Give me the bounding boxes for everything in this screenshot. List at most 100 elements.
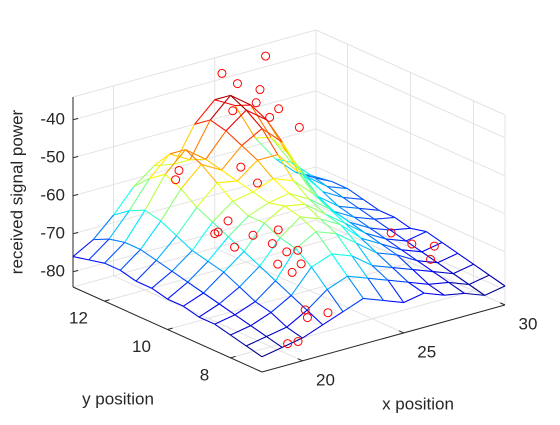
mesh-edge (135, 259, 157, 282)
mesh-edge (313, 193, 330, 210)
mesh-edge (187, 260, 209, 283)
measurement-point (302, 313, 312, 323)
mesh-edge (297, 171, 315, 195)
mesh-edge (128, 178, 150, 212)
mesh-edge (164, 149, 186, 175)
mesh-edge (160, 220, 177, 237)
mesh-edge (124, 241, 141, 250)
z-tick (72, 117, 79, 121)
mesh-edge (412, 269, 434, 273)
mesh-edge (104, 241, 126, 264)
mesh-edge (356, 242, 377, 254)
measurement-point (429, 241, 439, 251)
mesh-edge (254, 137, 276, 160)
mesh-edge (381, 243, 402, 251)
mesh-edge (270, 137, 292, 163)
mesh-edge (140, 249, 157, 261)
mesh-edge (263, 222, 281, 239)
mesh-edge (401, 249, 422, 253)
mesh-edge (268, 202, 285, 207)
mesh-edge (250, 104, 267, 121)
mesh-edge (129, 209, 146, 212)
mesh-edge (205, 158, 222, 171)
mesh-edge (201, 163, 222, 171)
mesh-edge (360, 237, 382, 245)
mesh-edge (322, 191, 339, 207)
mesh-edge (250, 325, 267, 337)
mesh-edge (369, 227, 387, 240)
mesh-edge (189, 158, 206, 161)
wall-edge (72, 29, 317, 98)
mesh-edge (113, 210, 130, 216)
measurement-point (426, 254, 436, 264)
mesh-edge (329, 208, 346, 224)
mesh-edge (273, 178, 294, 182)
mesh-edge (250, 312, 272, 327)
x-axis (261, 304, 506, 373)
mesh-edge (246, 336, 267, 347)
measurement-point (273, 259, 283, 269)
mesh-edge (367, 277, 384, 301)
mesh-edge (212, 221, 229, 238)
mesh-edge (203, 292, 220, 305)
mesh-edge (252, 178, 274, 193)
mesh-edge (351, 255, 373, 267)
mesh-edge (263, 205, 285, 224)
mesh-edge (133, 178, 150, 188)
mesh-edge (293, 180, 315, 195)
mesh-edge (241, 145, 258, 161)
mesh-edge (275, 158, 297, 173)
mesh-edge (185, 149, 202, 165)
mesh-edge (277, 154, 294, 182)
mesh-edge (279, 216, 301, 239)
mesh-edge (338, 205, 355, 218)
x-tick-label: 30 (519, 314, 538, 333)
x-axis-label: x position (382, 394, 454, 413)
mesh-edge (198, 303, 220, 318)
mesh-edge (88, 238, 110, 261)
mesh-edge (441, 242, 459, 254)
grid-line (315, 128, 506, 215)
mesh-edge (311, 266, 328, 290)
measurement-point (293, 245, 303, 255)
mesh-edge (336, 233, 357, 244)
mesh-edge (191, 221, 213, 251)
mesh-edge (160, 188, 182, 222)
mesh-edge (230, 334, 247, 347)
mesh-edge (212, 200, 234, 223)
mesh-edge (340, 224, 357, 244)
measurement-point (232, 79, 242, 89)
mesh-edge (230, 94, 251, 106)
mesh-edge (261, 128, 279, 155)
mesh-edge (196, 182, 218, 208)
mesh-edge (209, 95, 231, 121)
mesh-edge (306, 176, 328, 188)
mesh-edge (405, 240, 423, 253)
mesh-edge (232, 200, 249, 217)
mesh-edge (149, 153, 171, 179)
mesh-edge (309, 198, 330, 210)
mesh-edge (304, 203, 326, 215)
mesh-edge (171, 250, 193, 272)
mesh-edge (252, 191, 270, 204)
mesh-edge (453, 263, 474, 275)
mesh-edge (408, 281, 429, 285)
mesh-edge (281, 141, 299, 173)
measurement-point (236, 162, 246, 172)
grid-line (104, 233, 348, 302)
z-tick (72, 193, 79, 197)
mesh-edge (135, 280, 152, 289)
mesh-edge (425, 231, 443, 243)
measurement-point (273, 225, 283, 235)
mesh-edge (347, 275, 364, 299)
mesh-edge (176, 235, 193, 251)
mesh-edge (243, 222, 265, 252)
mesh-edge (306, 288, 328, 311)
mesh-edge (254, 301, 272, 313)
mesh-edge (167, 281, 189, 300)
mesh-edge (396, 254, 414, 270)
measurement-point (267, 239, 277, 249)
mesh-edge (180, 163, 202, 190)
mesh-edge (259, 265, 276, 282)
